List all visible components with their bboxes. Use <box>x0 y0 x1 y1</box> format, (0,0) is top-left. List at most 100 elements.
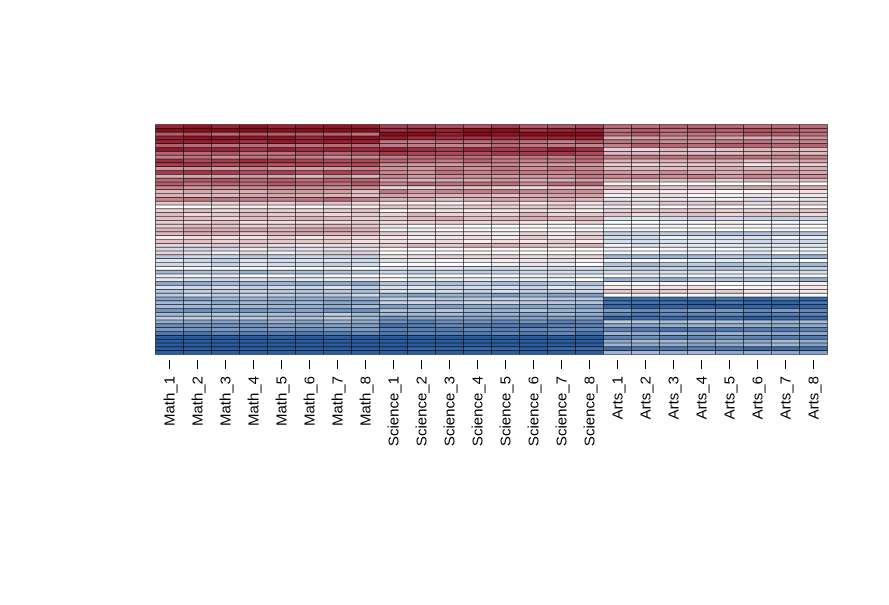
heatmap-cell <box>715 185 744 190</box>
heatmap-cell <box>351 331 380 336</box>
heatmap-cell <box>183 170 212 175</box>
heatmap-cell <box>183 185 212 190</box>
heatmap-cell <box>239 208 268 213</box>
heatmap-cell <box>603 343 632 347</box>
heatmap-cell <box>547 128 576 133</box>
heatmap-cell <box>575 297 604 301</box>
heatmap-cell <box>575 155 604 159</box>
heatmap-cell <box>407 300 436 305</box>
heatmap-cell <box>799 224 828 228</box>
heatmap-cell <box>155 239 184 244</box>
heatmap-cell <box>155 212 184 217</box>
heatmap-cell <box>575 289 604 294</box>
heatmap-cell <box>183 151 212 156</box>
heatmap-cell <box>799 251 828 255</box>
heatmap-cell <box>463 201 492 205</box>
heatmap-cell <box>491 166 520 171</box>
heatmap-cell <box>295 316 324 320</box>
heatmap-cell <box>799 312 828 317</box>
heatmap-cell <box>463 224 492 228</box>
heatmap-cell <box>575 251 604 255</box>
heatmap-cell <box>575 339 604 343</box>
heatmap-cell <box>799 320 828 324</box>
heatmap-cell <box>687 228 716 232</box>
heatmap-cell <box>603 281 632 286</box>
heatmap-cell <box>267 193 296 198</box>
heatmap-cell <box>435 128 464 133</box>
heatmap-cell <box>183 312 212 317</box>
heatmap-cell <box>491 289 520 294</box>
heatmap-cell <box>799 231 828 236</box>
heatmap-cell <box>239 216 268 221</box>
heatmap-cell <box>491 339 520 343</box>
heatmap-cell <box>463 297 492 301</box>
heatmap-cell <box>295 224 324 228</box>
heatmap-cell <box>183 216 212 221</box>
heatmap-cell <box>799 343 828 347</box>
heatmap-cell <box>603 220 632 225</box>
heatmap-cell <box>659 304 688 309</box>
heatmap-cell <box>575 185 604 190</box>
heatmap-cell <box>267 285 296 290</box>
heatmap-cell <box>659 139 688 144</box>
heatmap-cell <box>379 201 408 205</box>
heatmap-cell <box>435 266 464 271</box>
heatmap-cell <box>407 258 436 263</box>
heatmap-cell <box>183 327 212 332</box>
heatmap-cell <box>211 258 240 263</box>
heatmap-cell <box>715 201 744 205</box>
heatmap-cell <box>575 205 604 209</box>
heatmap-cell <box>267 239 296 244</box>
heatmap-cell <box>771 308 800 313</box>
x-tick-label: Science_8 <box>582 376 599 446</box>
heatmap-cell <box>295 139 324 144</box>
heatmap-cell <box>155 224 184 228</box>
heatmap-cell <box>351 300 380 305</box>
heatmap-cell <box>603 251 632 255</box>
heatmap-cell <box>491 335 520 340</box>
heatmap-cell <box>659 159 688 163</box>
heatmap-cell <box>575 346 604 351</box>
heatmap-cell <box>659 185 688 190</box>
heatmap-cell <box>379 228 408 232</box>
x-tick-label: Science_6 <box>526 376 543 446</box>
heatmap-cell <box>743 346 772 351</box>
heatmap-cell <box>379 224 408 228</box>
heatmap-cell <box>603 147 632 152</box>
heatmap-cell <box>771 320 800 324</box>
heatmap-cell <box>743 143 772 148</box>
heatmap-cell <box>407 139 436 144</box>
heatmap-cell <box>491 350 520 355</box>
heatmap-cell <box>519 182 548 186</box>
heatmap-cell <box>407 208 436 213</box>
heatmap-cell <box>183 308 212 313</box>
heatmap-cell <box>631 247 660 251</box>
heatmap-cell <box>183 228 212 232</box>
heatmap-cell <box>519 346 548 351</box>
heatmap-cell <box>211 335 240 340</box>
heatmap-cell <box>323 193 352 198</box>
heatmap-cell <box>379 151 408 156</box>
heatmap-cell <box>183 285 212 290</box>
heatmap-cell <box>575 239 604 244</box>
heatmap-cell <box>547 170 576 175</box>
heatmap-cell <box>239 189 268 194</box>
heatmap-cell <box>519 124 548 129</box>
heatmap-cell <box>183 277 212 282</box>
heatmap-cell <box>547 274 576 278</box>
heatmap-cell <box>547 189 576 194</box>
heatmap-cell <box>351 124 380 129</box>
heatmap-cell <box>323 346 352 351</box>
heatmap-cell <box>211 346 240 351</box>
heatmap-cell <box>407 124 436 129</box>
heatmap-cell <box>547 254 576 259</box>
heatmap-cell <box>631 258 660 263</box>
heatmap-cell <box>575 270 604 274</box>
heatmap-cell <box>687 224 716 228</box>
heatmap-cell <box>435 212 464 217</box>
heatmap-cell <box>491 258 520 263</box>
heatmap-cell <box>463 262 492 267</box>
heatmap-cell <box>659 243 688 248</box>
heatmap-cell <box>519 139 548 144</box>
heatmap-cell <box>155 312 184 317</box>
